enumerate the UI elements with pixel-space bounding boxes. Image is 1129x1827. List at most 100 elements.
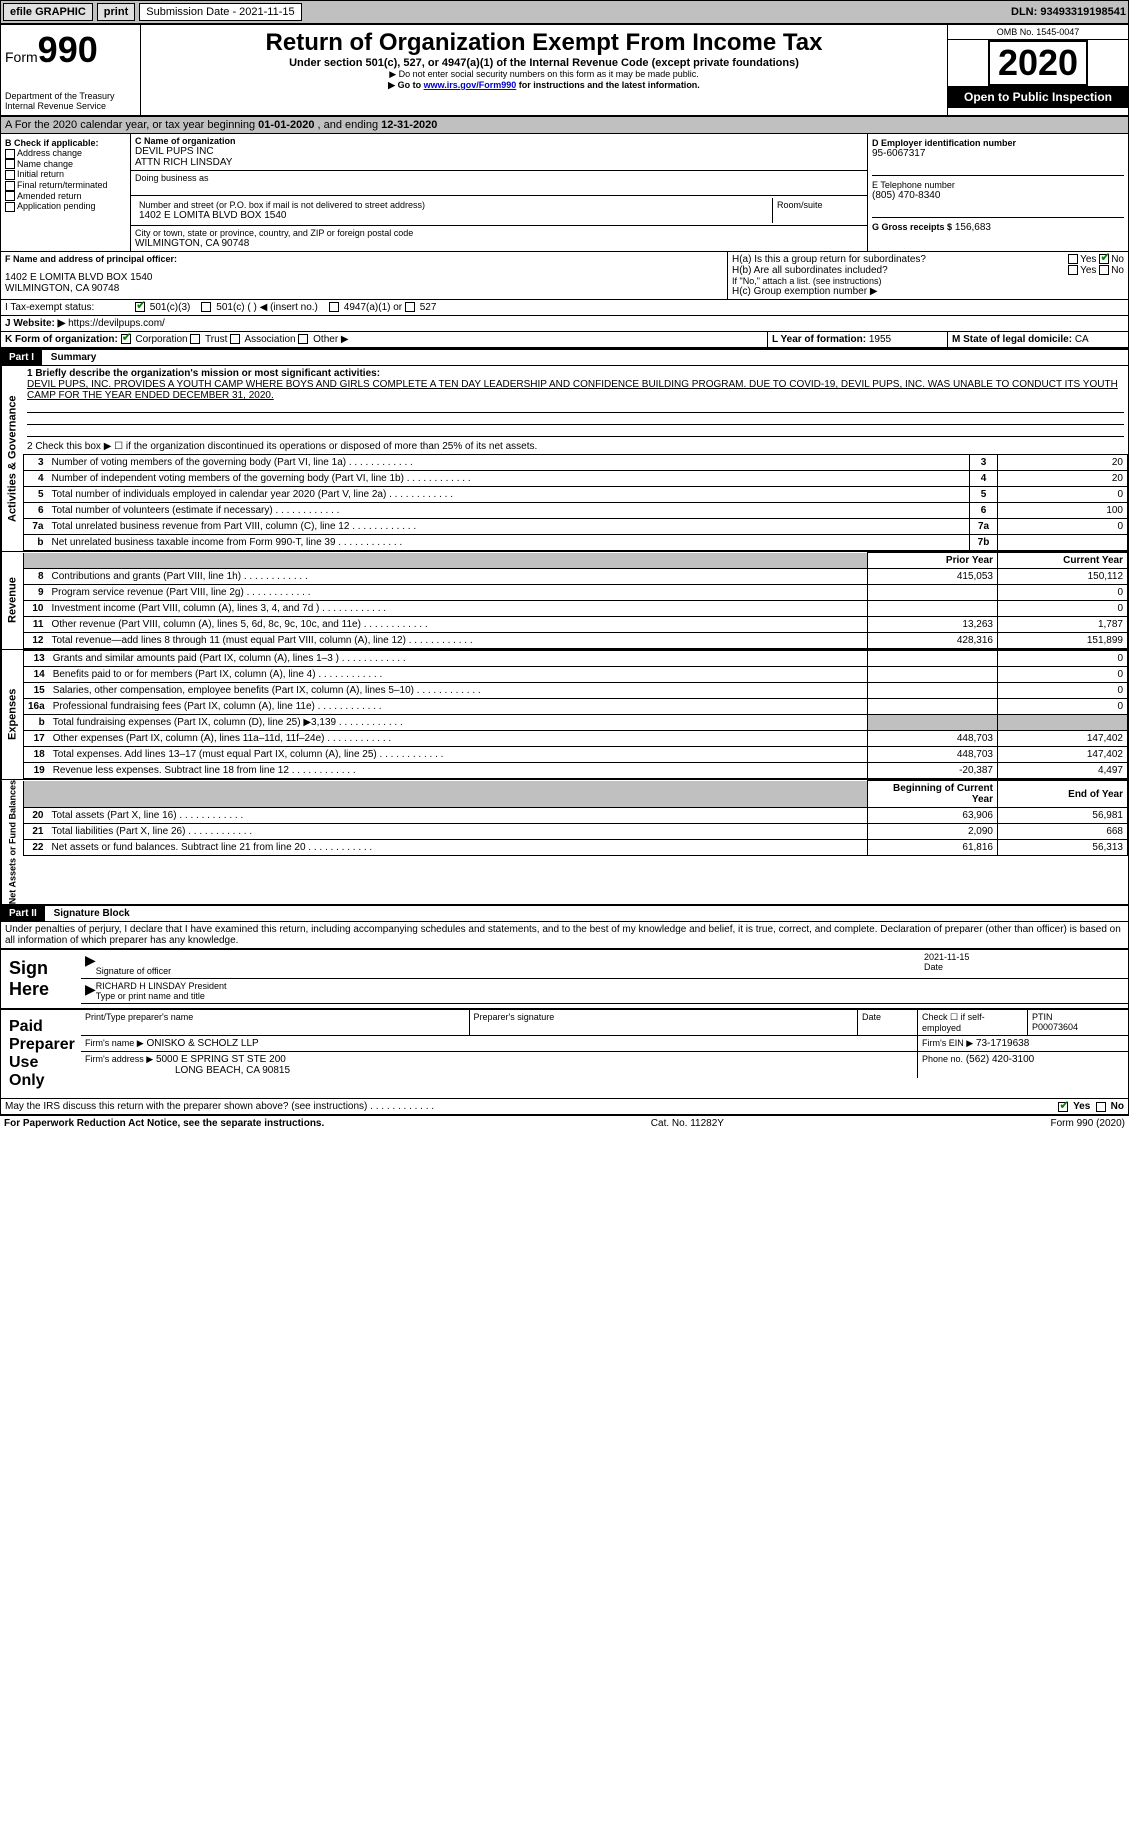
opt-address-change: Address change bbox=[17, 148, 82, 158]
chk-ha-no[interactable] bbox=[1099, 254, 1109, 264]
box-deg: D Employer identification number 95-6067… bbox=[868, 134, 1128, 251]
firm-name-label: Firm's name ▶ bbox=[85, 1038, 144, 1048]
opt-association: Association bbox=[244, 334, 295, 345]
opt-amended-return: Amended return bbox=[17, 191, 82, 201]
net-assets-label: Net Assets or Fund Balances bbox=[1, 780, 23, 904]
ha-yes: Yes bbox=[1080, 254, 1096, 265]
opt-other: Other ▶ bbox=[313, 334, 348, 345]
officer-addr2: WILMINGTON, CA 90748 bbox=[5, 283, 723, 294]
chk-name-change[interactable] bbox=[5, 159, 15, 169]
box-i-label: I Tax-exempt status: bbox=[5, 302, 135, 313]
type-name-label: Type or print name and title bbox=[96, 991, 1124, 1001]
irs-link[interactable]: www.irs.gov/Form990 bbox=[424, 80, 517, 90]
table-row: 18Total expenses. Add lines 13–17 (must … bbox=[24, 747, 1128, 763]
part-2-title: Signature Block bbox=[48, 906, 136, 921]
note-ssn: ▶ Do not enter social security numbers o… bbox=[145, 69, 943, 80]
opt-trust: Trust bbox=[205, 334, 227, 345]
sig-officer-label: Signature of officer bbox=[96, 966, 924, 976]
chk-initial-return[interactable] bbox=[5, 170, 15, 180]
sig-date: 2021-11-15 bbox=[924, 952, 1124, 962]
arrow-icon: ▶ bbox=[85, 981, 96, 1001]
check-self-employed: Check ☐ if self-employed bbox=[918, 1010, 1028, 1035]
revenue-section: Revenue Prior Year Current Year 8Contrib… bbox=[1, 551, 1128, 649]
date-label: Date bbox=[924, 962, 1124, 972]
arrow-icon: ▶ bbox=[85, 952, 96, 976]
chk-discuss-yes[interactable] bbox=[1058, 1102, 1068, 1112]
chk-other[interactable] bbox=[298, 334, 308, 344]
col-begin-year: Beginning of Current Year bbox=[868, 781, 998, 808]
ein-value: 95-6067317 bbox=[872, 148, 1124, 159]
hb-no: No bbox=[1111, 265, 1124, 276]
year-formation: 1955 bbox=[869, 334, 891, 345]
table-row: 8Contributions and grants (Part VIII, li… bbox=[24, 569, 1128, 585]
chk-application-pending[interactable] bbox=[5, 202, 15, 212]
chk-hb-no[interactable] bbox=[1099, 265, 1109, 275]
telephone-value: (805) 470-8340 bbox=[872, 190, 1124, 201]
phone-value: (562) 420-3100 bbox=[966, 1054, 1034, 1065]
section-fh: F Name and address of principal officer:… bbox=[1, 252, 1128, 300]
prep-date-label: Date bbox=[858, 1010, 918, 1035]
box-h: H(a) Is this a group return for subordin… bbox=[728, 252, 1128, 299]
box-j-label: J Website: ▶ bbox=[5, 318, 65, 329]
chk-ha-yes[interactable] bbox=[1068, 254, 1078, 264]
governance-label: Activities & Governance bbox=[1, 366, 23, 551]
part-1-header: Part I Summary bbox=[1, 348, 1128, 366]
part-2-header: Part II Signature Block bbox=[1, 904, 1128, 922]
omb-number: OMB No. 1545-0047 bbox=[948, 25, 1128, 40]
chk-4947[interactable] bbox=[329, 302, 339, 312]
paid-preparer-section: Paid Preparer Use Only Print/Type prepar… bbox=[1, 1008, 1128, 1098]
chk-address-change[interactable] bbox=[5, 149, 15, 159]
opt-corporation: Corporation bbox=[135, 334, 187, 345]
opt-501c3: 501(c)(3) bbox=[150, 302, 191, 313]
gross-receipts: 156,683 bbox=[955, 222, 991, 233]
chk-501c[interactable] bbox=[201, 302, 211, 312]
table-row: 5Total number of individuals employed in… bbox=[24, 487, 1128, 503]
state-domicile: CA bbox=[1075, 334, 1089, 345]
table-row: 21Total liabilities (Part X, line 26)2,0… bbox=[24, 824, 1128, 840]
chk-discuss-no[interactable] bbox=[1096, 1102, 1106, 1112]
table-row: 6Total number of volunteers (estimate if… bbox=[24, 503, 1128, 519]
box-c-label: C Name of organization bbox=[135, 136, 863, 146]
chk-527[interactable] bbox=[405, 302, 415, 312]
chk-hb-yes[interactable] bbox=[1068, 265, 1078, 275]
table-row: 16aProfessional fundraising fees (Part I… bbox=[24, 699, 1128, 715]
paid-preparer-label: Paid Preparer Use Only bbox=[1, 1010, 81, 1098]
expenses-table: 13Grants and similar amounts paid (Part … bbox=[23, 650, 1128, 779]
expenses-section: Expenses 13Grants and similar amounts pa… bbox=[1, 649, 1128, 779]
print-button[interactable]: print bbox=[97, 3, 135, 21]
box-l-label: L Year of formation: bbox=[772, 334, 866, 345]
chk-trust[interactable] bbox=[190, 334, 200, 344]
dba-label: Doing business as bbox=[135, 173, 863, 183]
firm-ein: 73-1719638 bbox=[976, 1038, 1029, 1049]
page-footer: For Paperwork Reduction Act Notice, see … bbox=[0, 1115, 1129, 1131]
governance-table: 3Number of voting members of the governi… bbox=[23, 454, 1128, 551]
opt-501c: 501(c) ( ) ◀ (insert no.) bbox=[216, 302, 318, 313]
opt-initial-return: Initial return bbox=[17, 169, 64, 179]
chk-corporation[interactable] bbox=[121, 334, 131, 344]
submission-date: Submission Date - 2021-11-15 bbox=[139, 3, 301, 21]
table-row: 13Grants and similar amounts paid (Part … bbox=[24, 651, 1128, 667]
dept-treasury: Department of the Treasury bbox=[5, 91, 136, 101]
period-begin: 01-01-2020 bbox=[258, 119, 314, 131]
box-i: I Tax-exempt status: 501(c)(3) 501(c) ( … bbox=[1, 300, 1128, 316]
form-title: Return of Organization Exempt From Incom… bbox=[145, 29, 943, 57]
chk-501c3[interactable] bbox=[135, 302, 145, 312]
discuss-row: May the IRS discuss this return with the… bbox=[1, 1098, 1128, 1114]
prep-name-label: Print/Type preparer's name bbox=[81, 1010, 470, 1035]
chk-amended-return[interactable] bbox=[5, 191, 15, 201]
box-f: F Name and address of principal officer:… bbox=[1, 252, 728, 299]
dln-label: DLN: 93493319198541 bbox=[1011, 6, 1126, 18]
revenue-table: Prior Year Current Year 8Contributions a… bbox=[23, 552, 1128, 649]
h-a-label: H(a) Is this a group return for subordin… bbox=[732, 254, 1068, 265]
org-city: WILMINGTON, CA 90748 bbox=[135, 238, 863, 249]
chk-final-return[interactable] bbox=[5, 181, 15, 191]
revenue-label: Revenue bbox=[1, 552, 23, 649]
table-row: bTotal fundraising expenses (Part IX, co… bbox=[24, 715, 1128, 731]
chk-association[interactable] bbox=[230, 334, 240, 344]
box-b: B Check if applicable: Address change Na… bbox=[1, 134, 131, 251]
org-address: 1402 E LOMITA BLVD BOX 1540 bbox=[139, 210, 768, 221]
box-g-label: G Gross receipts $ bbox=[872, 222, 952, 232]
mission-label: 1 Briefly describe the organization's mi… bbox=[27, 368, 1124, 379]
addr-label: Number and street (or P.O. box if mail i… bbox=[139, 200, 768, 210]
box-e-label: E Telephone number bbox=[872, 180, 1124, 190]
